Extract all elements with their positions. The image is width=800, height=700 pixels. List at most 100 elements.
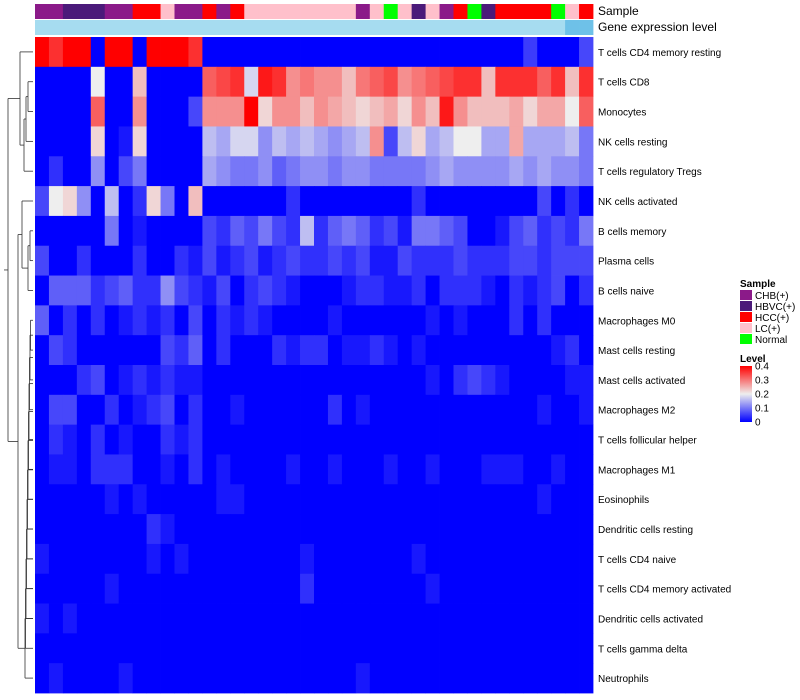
heatmap-cell	[160, 514, 175, 545]
heatmap-cell	[495, 633, 510, 664]
heatmap-cell	[300, 156, 315, 187]
heatmap-cell	[481, 186, 496, 217]
heatmap-cell	[509, 66, 524, 98]
heatmap-cell	[104, 484, 120, 515]
heatmap-cell	[537, 37, 552, 68]
heatmap-cell	[62, 186, 78, 217]
heatmap-cell	[76, 454, 92, 485]
heatmap-cell	[62, 215, 78, 247]
heatmap-cell	[495, 37, 510, 68]
heatmap-cell	[35, 365, 50, 396]
heatmap-cell	[327, 424, 343, 455]
heatmap-cell	[286, 633, 301, 664]
heatmap-cell	[244, 633, 259, 664]
heatmap-cell	[272, 305, 287, 336]
heatmap-cell	[355, 275, 371, 306]
heatmap-cell	[383, 96, 399, 127]
heatmap-cell	[118, 365, 134, 396]
heatmap-cell	[62, 37, 78, 68]
heatmap-cell	[258, 37, 273, 68]
sample-legend-swatch	[740, 301, 752, 311]
heatmap-cell	[160, 66, 175, 98]
heatmap-cell	[300, 245, 315, 276]
heatmap-cell	[272, 66, 287, 98]
heatmap-cell	[453, 543, 468, 575]
heatmap-cell	[146, 66, 161, 98]
heatmap-cell	[48, 186, 64, 217]
heatmap-cell	[537, 275, 552, 306]
annotation-cell-expression-29	[439, 20, 454, 35]
heatmap-cell	[481, 394, 496, 426]
annotation-cell-sample-10	[174, 4, 189, 19]
heatmap-cell	[355, 454, 371, 485]
heatmap-cell	[300, 66, 315, 98]
heatmap-cell	[146, 663, 161, 694]
heatmap-cell	[272, 454, 287, 485]
heatmap-cell	[132, 245, 147, 276]
annotation-cell-sample-34	[509, 4, 524, 19]
annotation-cell-expression-13	[216, 20, 231, 35]
heatmap-cell	[216, 215, 231, 247]
row-label: Macrophages M1	[598, 465, 676, 476]
heatmap-cell	[341, 543, 357, 575]
heatmap-cell	[439, 96, 454, 127]
heatmap-cell	[216, 126, 231, 157]
annotation-cell-sample-18	[286, 4, 301, 19]
heatmap-cell	[439, 275, 454, 306]
heatmap-cell	[383, 543, 399, 575]
heatmap-cell	[481, 454, 496, 485]
heatmap-cell	[355, 633, 371, 664]
row-label: NK cells resting	[598, 137, 667, 148]
heatmap-cell	[453, 245, 468, 276]
heatmap-cell	[397, 454, 413, 485]
heatmap-cell	[551, 424, 566, 455]
heatmap-cell	[411, 37, 426, 68]
heatmap-cell	[467, 156, 482, 187]
heatmap-cell	[35, 394, 50, 426]
sample-legend-label: CHB(+)	[755, 291, 789, 302]
heatmap-cell	[160, 424, 175, 455]
heatmap-cell	[397, 275, 413, 306]
heatmap-cell	[258, 275, 273, 306]
heatmap-cell	[132, 573, 147, 604]
row-label: Monocytes	[598, 108, 646, 119]
heatmap-cell	[160, 633, 175, 664]
heatmap-cell	[174, 633, 189, 664]
heatmap-cell	[537, 245, 552, 276]
heatmap-cell	[481, 424, 496, 455]
heatmap-cell	[216, 335, 231, 366]
heatmap-cell	[355, 156, 371, 187]
heatmap-cell	[230, 66, 245, 98]
heatmap-cell	[439, 126, 454, 157]
heatmap-cell	[453, 454, 468, 485]
annotation-cell-expression-18	[286, 20, 301, 35]
heatmap-cell	[509, 335, 524, 366]
heatmap-cell	[132, 394, 147, 426]
row-label: Plasma cells	[598, 257, 654, 268]
heatmap-cell	[160, 305, 175, 336]
heatmap-cell	[565, 275, 580, 306]
heatmap-cell	[467, 96, 482, 127]
heatmap-cell	[355, 37, 371, 68]
heatmap-cell	[439, 424, 454, 455]
heatmap-cell	[397, 603, 413, 634]
heatmap-cell	[341, 514, 357, 545]
heatmap-cell	[174, 335, 189, 366]
heatmap-cell	[495, 424, 510, 455]
heatmap-cell	[258, 66, 273, 98]
annotation-cell-expression-16	[258, 20, 273, 35]
heatmap-cell	[369, 66, 385, 98]
heatmap-cell	[90, 514, 106, 545]
heatmap-cell	[272, 394, 287, 426]
heatmap-cell	[300, 484, 315, 515]
heatmap-cell	[244, 365, 259, 396]
heatmap-cell	[411, 305, 426, 336]
heatmap-cell	[565, 394, 580, 426]
annotation-cell-sample-12	[202, 4, 217, 19]
heatmap-cell	[481, 484, 496, 515]
heatmap-cell	[341, 633, 357, 664]
heatmap-cell	[369, 603, 385, 634]
heatmap-cell	[369, 96, 385, 127]
heatmap-cell	[35, 245, 50, 276]
heatmap-cell	[160, 663, 175, 694]
